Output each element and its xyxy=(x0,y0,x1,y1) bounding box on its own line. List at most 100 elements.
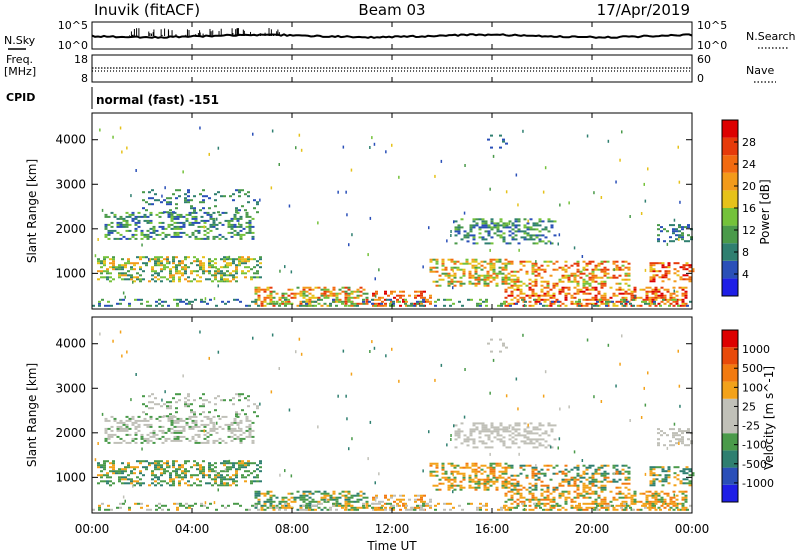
echo-cell xyxy=(191,215,195,218)
echo-cell xyxy=(104,437,108,440)
echo-cell xyxy=(247,260,250,263)
echo-cell xyxy=(175,264,178,267)
echo-cell xyxy=(450,234,452,237)
echo-cell xyxy=(184,482,187,485)
echo-cell xyxy=(181,262,184,265)
echo-cell xyxy=(305,506,308,509)
echo-cell xyxy=(169,401,172,404)
echo-cell xyxy=(585,492,589,495)
echo-cell xyxy=(284,502,287,505)
echo-cell xyxy=(636,296,640,299)
echo-cell xyxy=(160,460,163,463)
echo-cell xyxy=(517,228,521,231)
echo-cell xyxy=(230,439,234,442)
echo-cell xyxy=(519,500,523,503)
echo-cell xyxy=(681,440,684,443)
echo-cell xyxy=(227,221,231,224)
echo-cell xyxy=(490,146,493,149)
echo-cell xyxy=(438,478,442,481)
echo-cell xyxy=(678,384,681,388)
echo-cell xyxy=(447,480,451,483)
echo-cell xyxy=(208,152,210,156)
echo-cell xyxy=(666,298,670,301)
echo-cell xyxy=(263,298,267,301)
echo-cell xyxy=(537,470,541,473)
echo-cell xyxy=(600,270,604,273)
echo-cell xyxy=(609,500,613,503)
echo-cell xyxy=(666,504,670,507)
echo-cell xyxy=(137,502,140,505)
echo-cell xyxy=(214,258,217,261)
echo-cell xyxy=(359,294,363,297)
echo-cell xyxy=(555,260,559,263)
echo-cell xyxy=(290,296,294,299)
echo-cell xyxy=(644,300,647,303)
echo-cell xyxy=(256,201,259,204)
echo-cell xyxy=(618,288,622,291)
echo-cell xyxy=(416,302,419,305)
echo-cell xyxy=(256,407,259,410)
echo-cell xyxy=(233,233,237,236)
echo-cell xyxy=(223,195,226,198)
echo-cell xyxy=(444,472,448,475)
echo-cell xyxy=(387,498,390,501)
echo-cell xyxy=(172,464,175,467)
echo-cell xyxy=(187,195,190,198)
echo-cell xyxy=(612,480,616,483)
echo-cell xyxy=(302,490,306,493)
echo-cell xyxy=(469,224,473,227)
echo-cell xyxy=(182,300,185,303)
echo-cell xyxy=(211,464,214,467)
echo-cell xyxy=(127,464,130,467)
echo-cell xyxy=(305,300,309,303)
echo-cell xyxy=(157,260,160,263)
echo-cell xyxy=(487,428,491,431)
echo-cell xyxy=(540,502,544,505)
echo-cell xyxy=(332,502,335,505)
echo-cell xyxy=(259,258,262,261)
echo-cell xyxy=(190,484,193,487)
echo-cell xyxy=(532,228,536,231)
echo-cell xyxy=(245,213,249,216)
echo-cell xyxy=(444,266,448,269)
power-colorbar-tick-label: 16 xyxy=(742,202,756,215)
echo-cell xyxy=(253,411,256,414)
echo-cell xyxy=(348,447,350,451)
echo-cell xyxy=(172,258,175,261)
echo-cell xyxy=(112,268,115,271)
power-colorbar-cell xyxy=(722,172,738,191)
echo-cell xyxy=(190,199,193,202)
echo-cell xyxy=(537,268,541,271)
echo-cell xyxy=(498,474,502,477)
echo-cell xyxy=(272,494,276,497)
velocity-colorbar-cell xyxy=(722,347,738,365)
echo-cell xyxy=(678,440,681,443)
echo-cell xyxy=(555,464,559,467)
echo-cell xyxy=(142,207,145,210)
echo-cell xyxy=(475,242,479,245)
echo-cell xyxy=(151,472,154,475)
echo-cell xyxy=(239,437,243,440)
echo-cell xyxy=(122,429,126,432)
echo-cell xyxy=(669,496,673,499)
echo-cell xyxy=(365,504,369,507)
echo-cell xyxy=(103,260,106,263)
echo-cell xyxy=(543,298,547,301)
echo-cell xyxy=(155,304,158,307)
echo-cell xyxy=(573,478,577,481)
echo-cell xyxy=(228,255,231,259)
echo-cell xyxy=(478,432,482,435)
echo-cell xyxy=(481,224,485,227)
echo-cell xyxy=(173,235,177,238)
echo-cell xyxy=(457,436,461,439)
echo-cell xyxy=(526,442,530,445)
echo-cell xyxy=(453,220,455,224)
echo-cell xyxy=(687,428,690,431)
echo-cell xyxy=(522,500,526,503)
echo-cell xyxy=(402,298,405,301)
echo-cell xyxy=(378,304,381,307)
echo-cell xyxy=(193,415,196,418)
echo-cell xyxy=(92,304,95,307)
echo-cell xyxy=(106,272,109,275)
echo-cell xyxy=(480,274,484,277)
